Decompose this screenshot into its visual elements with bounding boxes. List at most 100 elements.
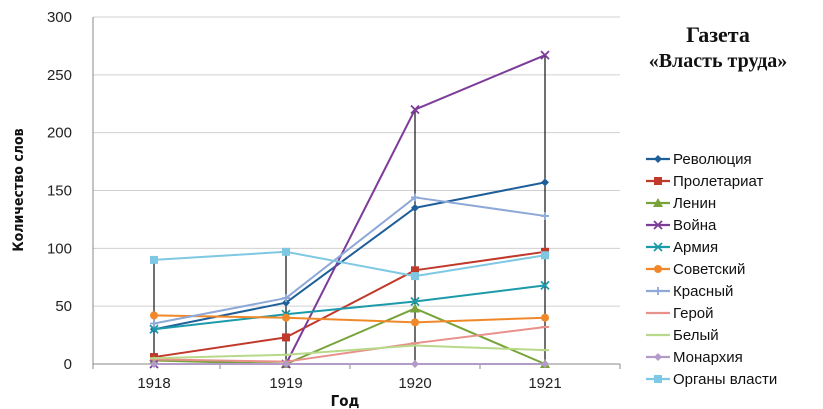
legend-item: Пролетариат [645,170,823,192]
y-tick-label: 250 [47,67,72,84]
series-point [541,360,549,368]
series-lines [149,50,550,369]
legend-swatch [646,155,670,163]
series-point [541,211,549,220]
series-point [654,265,662,273]
series-point [540,280,550,290]
x-tick-label: 1920 [398,375,431,392]
series-Красный [150,193,549,328]
series-point [282,333,290,342]
legend-swatch [646,242,670,252]
legend-swatch [646,177,670,185]
x-tick-label: 1918 [137,375,170,392]
series-point [654,287,662,295]
legend-item: Война [645,214,823,236]
series-line [153,344,546,360]
chart-legend: Революция Пролетариат Ленин Война Армия Совет… [645,148,823,390]
legend-item: Монархия [645,346,823,368]
series-point [654,155,662,163]
y-tick-label: 0 [64,356,72,373]
series-point [411,193,419,202]
series-point [149,324,159,334]
series-point [411,266,419,275]
legend-swatch [646,375,670,383]
legend-label: Герой [673,304,714,322]
legend-label: Советский [673,260,746,278]
y-axis-title: Количество слов [11,128,27,251]
legend-swatch [646,333,670,337]
legend-swatch [646,311,670,315]
legend-item: Революция [645,148,823,170]
legend-item: Ленин [645,192,823,214]
x-tick-label: 1919 [269,375,302,392]
series-line [153,250,546,278]
legend-label: Органы власти [673,370,778,388]
series-Герой [150,325,549,363]
series-point [410,104,420,115]
series-point [411,203,419,212]
legend-item: Красный [645,280,823,302]
legend-swatch [646,198,670,207]
legend-item: Органы власти [645,368,823,390]
series-line [153,325,546,363]
series-point [410,303,420,313]
legend-label: Революция [673,150,752,168]
series-point [541,251,549,260]
series-point [541,178,549,187]
series-point [653,220,663,230]
series-line [153,196,546,325]
legend-swatch [646,353,670,361]
series-point [654,353,662,361]
series-point [541,313,549,322]
legend-label: Война [673,216,717,234]
series-point [410,296,420,307]
gridlines [92,16,620,365]
legend-label: Пролетариат [673,172,764,190]
legend-swatch [646,265,670,273]
x-axis-ticks: 1918 1919 1920 1921 [92,364,621,392]
series-point [653,198,663,207]
y-axis-ticks: 0 50 100 150 200 250 300 [47,9,72,373]
series-point [411,360,419,368]
y-tick-label: 100 [47,240,72,257]
legend-item: Герой [645,302,823,324]
series-point [150,255,158,264]
series-Советский [150,311,549,327]
legend-label: Ленин [673,194,717,212]
legend-label: Армия [673,238,719,256]
series-point [411,272,419,281]
series-point [653,242,663,252]
legend-swatch [646,220,670,230]
series-point [282,313,290,322]
series-point [654,177,662,185]
series-line [153,250,546,359]
chart-title-line-2: «Власть труда» [648,50,788,72]
series-Органы власти [150,247,549,281]
y-tick-label: 300 [47,9,72,26]
series-point [282,360,290,368]
series-point [150,311,158,320]
legend-label: Красный [673,282,734,300]
series-point [654,375,662,383]
legend-swatch [646,287,670,295]
series-point [282,298,290,307]
legend-label: Белый [673,326,719,344]
series-line [153,284,546,331]
series-point [540,50,550,60]
x-axis-title: Год [331,392,360,409]
series-line [153,314,546,324]
legend-item: Армия [645,236,823,258]
y-tick-label: 50 [55,298,72,315]
chart-title: Газета «Власть труда» [612,22,823,74]
series-point [282,294,290,303]
legend-label: Монархия [673,348,743,366]
series-Белый [150,344,549,360]
series-point [282,247,290,256]
series-Монархия [150,360,549,368]
y-tick-label: 200 [47,125,72,142]
series-Армия [149,280,550,334]
legend-item: Советский [645,258,823,280]
legend-item: Белый [645,324,823,346]
series-point [411,318,419,327]
